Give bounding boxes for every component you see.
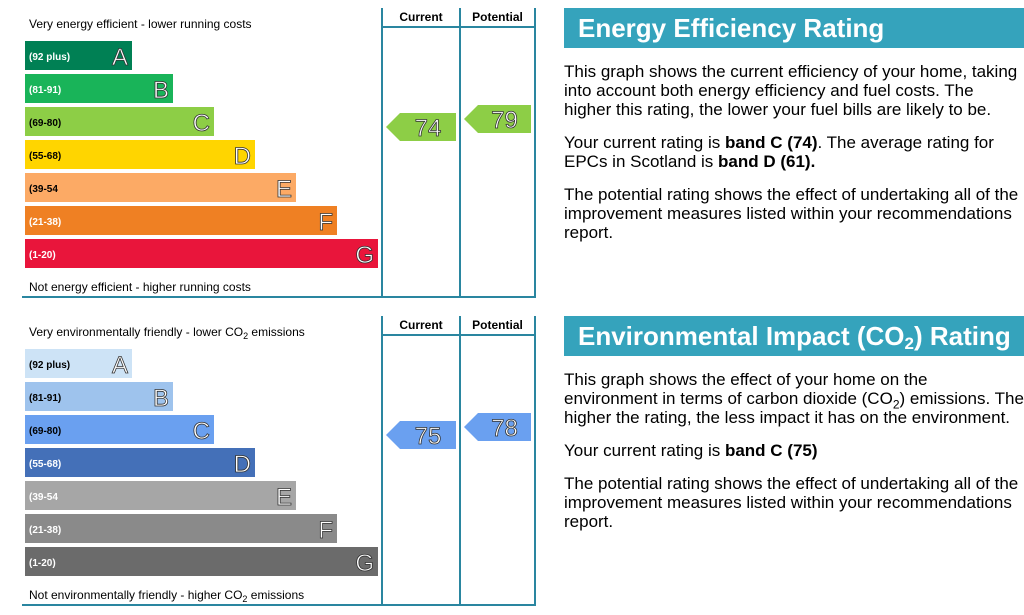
scotland-average-band-text: band D (61). xyxy=(718,152,816,171)
env-band-letter-g: G xyxy=(355,550,374,577)
env-current-value: 75 xyxy=(415,423,442,450)
env-title-post: ) Rating xyxy=(913,321,1011,351)
env-band-letter-b: B xyxy=(153,385,169,412)
energy-band-d xyxy=(25,140,255,169)
env-bottom-label: Not environmentally friendly - higher CO… xyxy=(29,588,304,604)
environment-panel-title: Environmental Impact (CO2) Rating xyxy=(564,316,1024,356)
env-band-d xyxy=(25,448,255,477)
environment-panel-current-rating: Your current rating is band C (75) xyxy=(564,441,1024,460)
energy-band-letter-g: G xyxy=(355,242,374,269)
environmental-impact-chart: Current Potential Very environmentally fri… xyxy=(22,316,537,606)
env-header-current: Current xyxy=(399,318,442,332)
env-desc-pre: This graph shows the effect of your home… xyxy=(564,370,928,408)
energy-band-b xyxy=(25,74,173,103)
energy-band-f xyxy=(25,206,337,235)
env-band-range-a: (92 plus) xyxy=(29,360,70,371)
energy-band-letter-e: E xyxy=(276,176,292,203)
env-band-g xyxy=(25,547,378,576)
env-current-band-text: band C (75) xyxy=(724,441,818,460)
env-header-potential: Potential xyxy=(472,318,523,332)
energy-current-value: 74 xyxy=(415,115,442,142)
energy-band-c xyxy=(25,107,214,136)
env-band-range-f: (21-38) xyxy=(29,525,61,536)
env-potential-arrow xyxy=(464,413,531,441)
energy-potential-arrow xyxy=(464,105,531,133)
env-band-letter-d: D xyxy=(234,451,251,478)
energy-band-g xyxy=(25,239,378,268)
environmental-impact-panel: Environmental Impact (CO2) Rating This g… xyxy=(564,316,1024,531)
env-band-range-b: (81-91) xyxy=(29,393,61,404)
env-band-letter-f: F xyxy=(318,517,333,544)
energy-band-letter-d: D xyxy=(234,143,251,170)
env-potential-value: 78 xyxy=(491,415,518,442)
energy-band-range-e: (39-54 xyxy=(29,184,58,195)
energy-band-letter-b: B xyxy=(153,77,169,104)
energy-potential-value: 79 xyxy=(491,107,518,134)
energy-panel-description: This graph shows the current efficiency … xyxy=(564,62,1018,119)
env-band-c xyxy=(25,415,214,444)
energy-current-arrow xyxy=(386,113,456,141)
environment-chart-svg: Current Potential Very environmentally fri… xyxy=(22,316,536,606)
energy-bottom-label: Not energy efficient - higher running co… xyxy=(29,280,251,294)
energy-band-e xyxy=(25,173,296,202)
energy-band-letter-c: C xyxy=(193,110,210,137)
energy-band-range-d: (55-68) xyxy=(29,151,61,162)
env-desc-post: ) emissions. The higher the rating, the … xyxy=(564,389,1024,427)
energy-chart-svg: Current Potential Very energy efficient - … xyxy=(22,8,536,298)
energy-band-range-b: (81-91) xyxy=(29,85,61,96)
env-band-range-g: (1-20) xyxy=(29,558,56,569)
energy-panel-title: Energy Efficiency Rating xyxy=(564,8,1024,48)
energy-top-label: Very energy efficient - lower running co… xyxy=(29,17,252,31)
energy-efficiency-chart: Current Potential Very energy efficient - … xyxy=(22,8,537,298)
energy-current-band-text: band C (74) xyxy=(724,133,818,152)
energy-band-range-g: (1-20) xyxy=(29,250,56,261)
env-band-range-c: (69-80) xyxy=(29,426,61,437)
env-current-arrow xyxy=(386,421,456,449)
energy-header-potential: Potential xyxy=(472,10,523,24)
energy-band-a xyxy=(25,41,132,70)
energy-header-current: Current xyxy=(399,10,442,24)
environment-panel-description: This graph shows the effect of your home… xyxy=(564,370,1024,427)
energy-rating-text-mid: . The average rating for EPCs in Scotlan… xyxy=(564,133,994,171)
env-band-f xyxy=(25,514,337,543)
env-desc-sub: 2 xyxy=(892,397,900,412)
energy-band-range-f: (21-38) xyxy=(29,217,61,228)
env-rating-text-pre: Your current rating is xyxy=(564,441,725,460)
energy-band-letter-a: A xyxy=(112,44,128,71)
env-title-pre: Environmental Impact (CO xyxy=(578,321,905,351)
energy-band-letter-f: F xyxy=(318,209,333,236)
energy-panel-potential-note: The potential rating shows the effect of… xyxy=(564,185,1019,242)
env-band-a xyxy=(25,349,132,378)
env-band-range-e: (39-54 xyxy=(29,492,58,503)
env-band-e xyxy=(25,481,296,510)
env-band-b xyxy=(25,382,173,411)
energy-rating-text-pre: Your current rating is xyxy=(564,133,725,152)
energy-band-range-c: (69-80) xyxy=(29,118,61,129)
energy-panel-current-rating: Your current rating is band C (74). The … xyxy=(564,133,1024,171)
environment-panel-potential-note: The potential rating shows the effect of… xyxy=(564,474,1019,531)
env-title-sub: 2 xyxy=(904,334,914,353)
env-band-letter-e: E xyxy=(276,484,292,511)
env-band-range-d: (55-68) xyxy=(29,459,61,470)
env-band-letter-a: A xyxy=(112,352,128,379)
env-top-label: Very environmentally friendly - lower CO… xyxy=(29,325,305,341)
energy-efficiency-panel: Energy Efficiency Rating This graph show… xyxy=(564,8,1024,242)
env-band-letter-c: C xyxy=(193,418,210,445)
energy-band-range-a: (92 plus) xyxy=(29,52,70,63)
